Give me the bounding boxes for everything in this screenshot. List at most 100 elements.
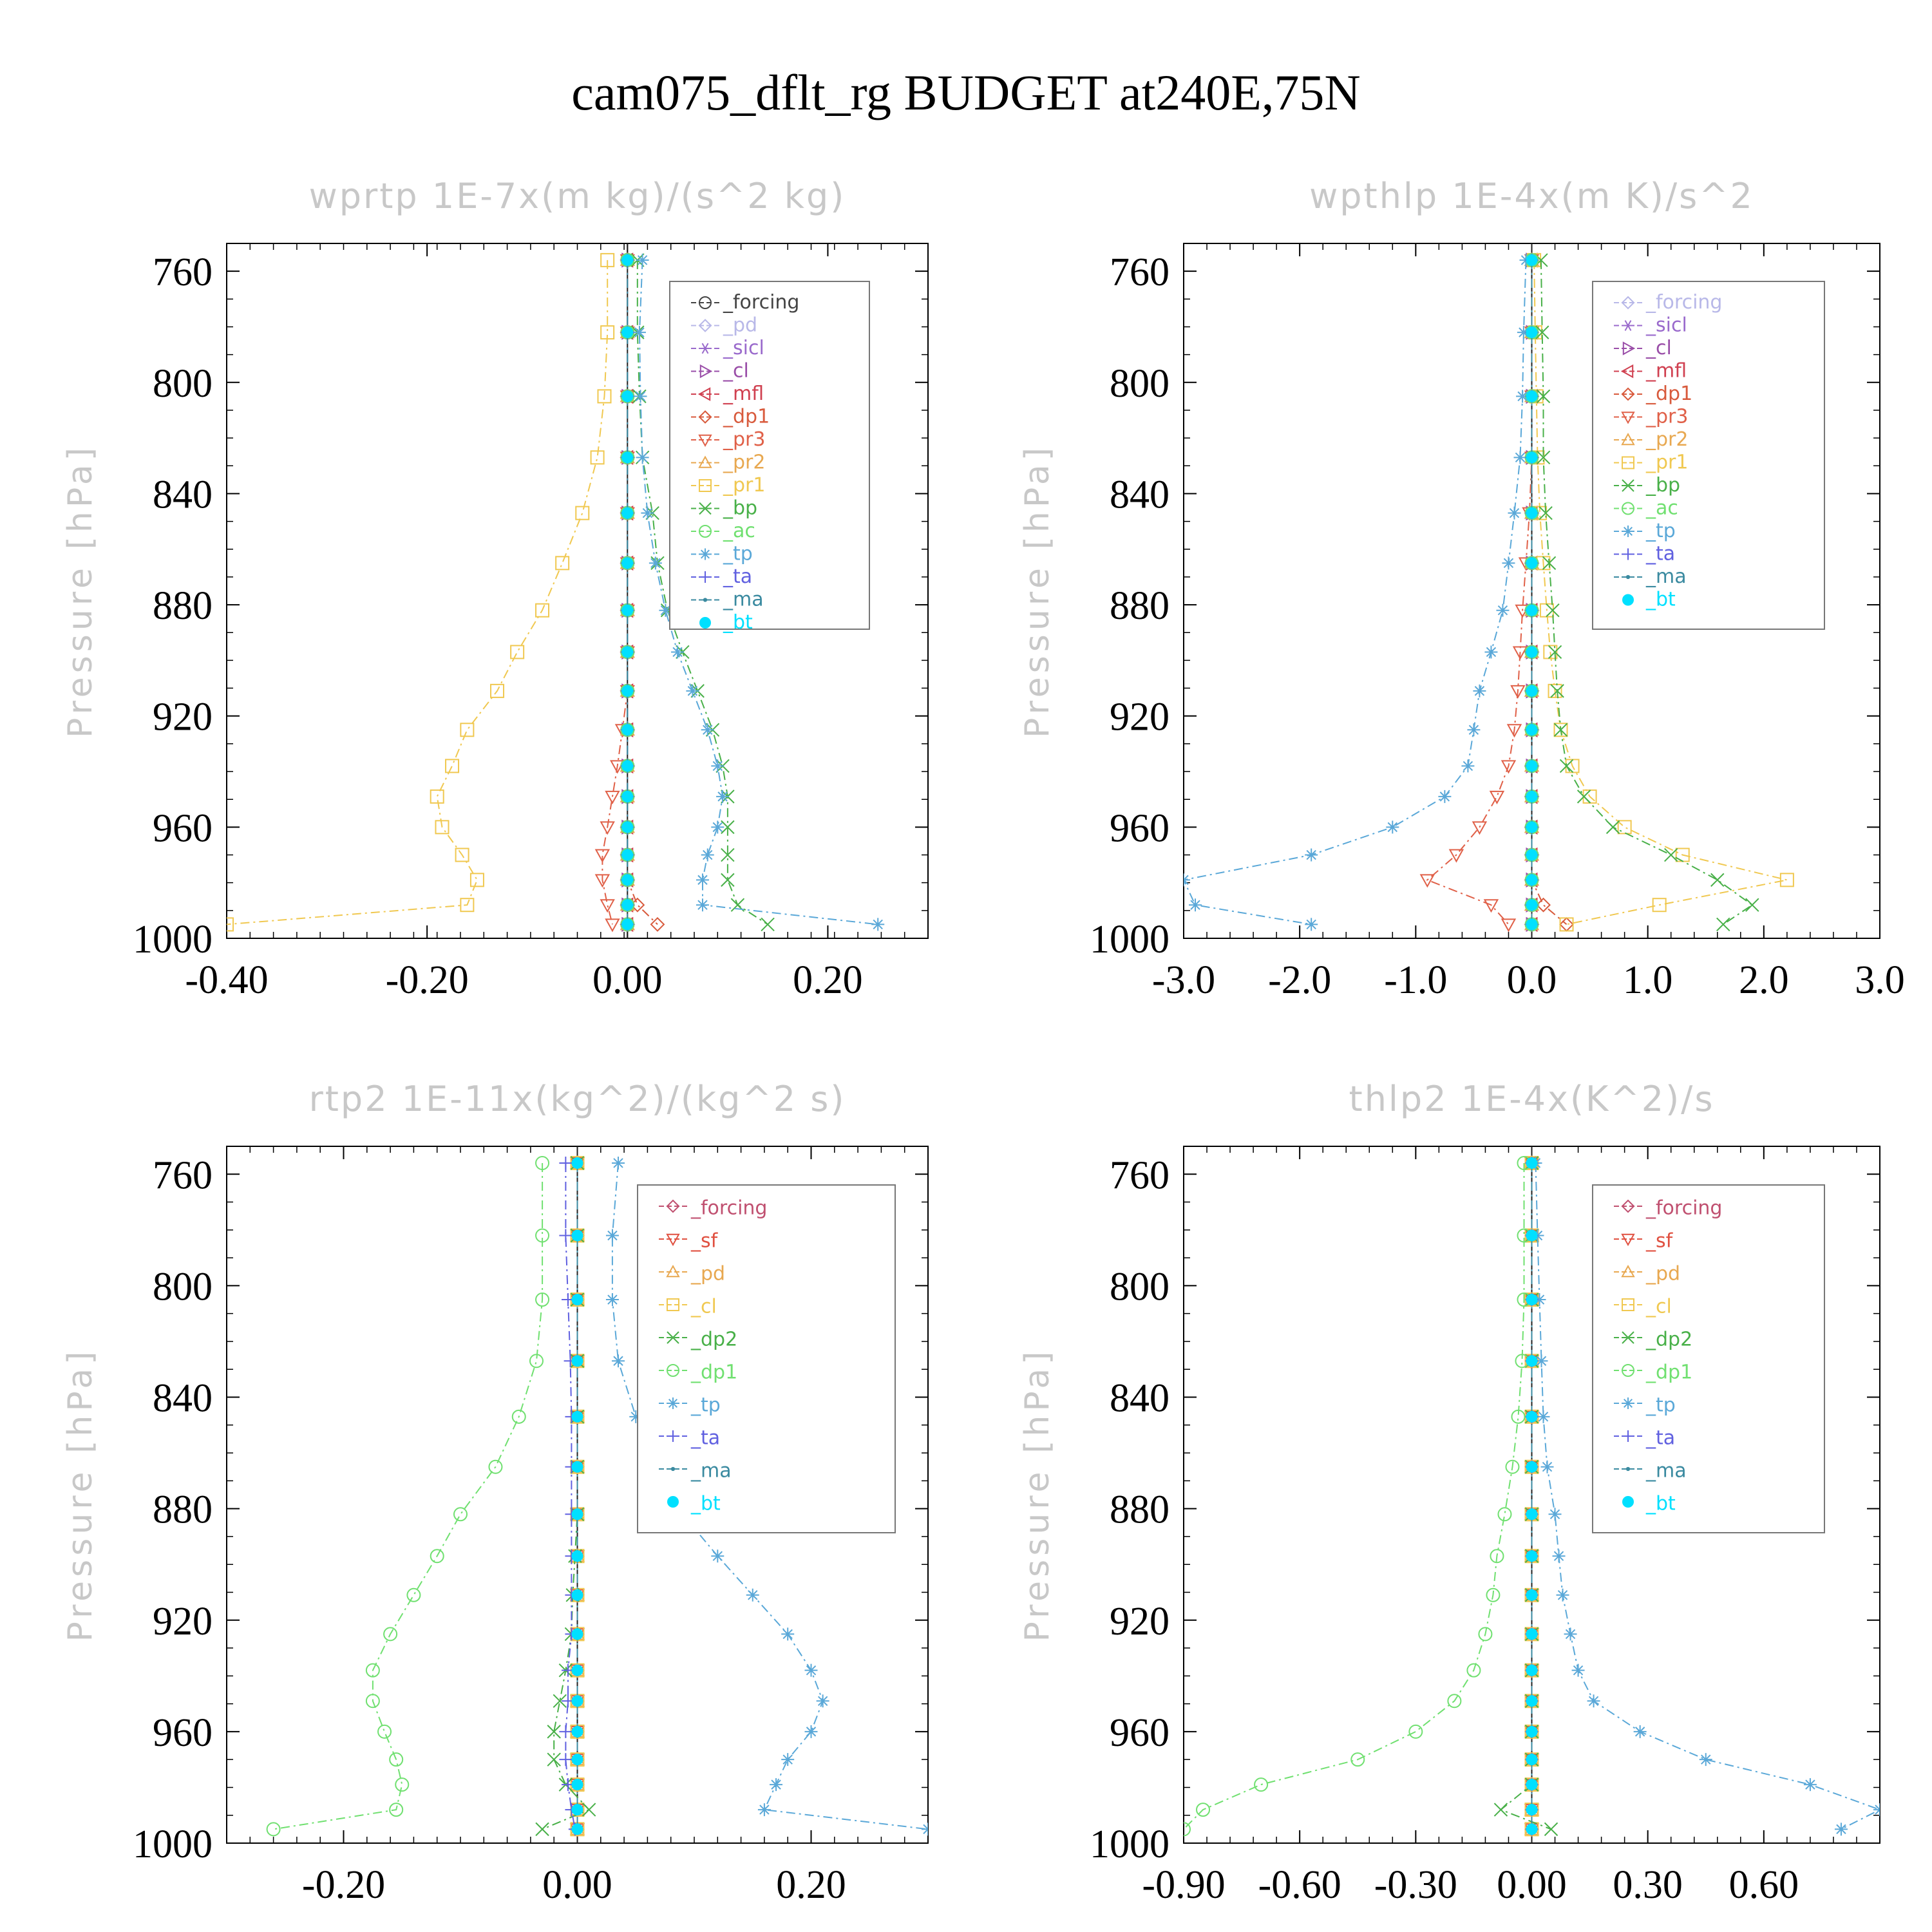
- data-point: [721, 873, 735, 887]
- figure-title: cam075_dflt_rg BUDGET at240E,75N: [571, 64, 1360, 120]
- legend-marker: [699, 502, 712, 515]
- legend-label: _tp: [690, 1394, 721, 1417]
- legend-marker: [699, 479, 712, 492]
- legend-marker: [1622, 341, 1636, 355]
- legend-label: _sf: [690, 1230, 719, 1253]
- data-point: [1526, 604, 1538, 616]
- legend-marker: [667, 1298, 679, 1311]
- legend: _forcing _sf _pd _cl _dp2 _dp1 _tp _ta _ma _bt: [637, 1184, 896, 1533]
- legend-label: _dp1: [690, 1361, 737, 1384]
- data-point: [1571, 1663, 1585, 1677]
- legend-label: _pr3: [1645, 406, 1688, 428]
- data-point: [1540, 1460, 1554, 1473]
- legend-marker: [666, 1233, 680, 1247]
- y-tick-label: 960: [153, 1711, 213, 1755]
- data-point: [621, 390, 634, 402]
- legend-marker: [667, 1397, 679, 1409]
- data-point: [1526, 918, 1538, 931]
- legend-marker: [699, 617, 711, 629]
- legend-label: _pr2: [1645, 428, 1688, 451]
- data-point: [1546, 603, 1560, 618]
- y-tick-label: 840: [153, 1377, 213, 1421]
- data-point: [365, 1663, 380, 1678]
- legend-label: _sicl: [723, 337, 764, 359]
- series-line: [1184, 1163, 1525, 1830]
- y-tick-label: 800: [1110, 362, 1170, 406]
- y-tick-label: 920: [153, 1600, 213, 1643]
- y-tick-label: 840: [1110, 473, 1170, 516]
- data-point: [1511, 1409, 1526, 1424]
- data-point: [1556, 1588, 1569, 1602]
- data-point: [559, 1753, 573, 1766]
- x-tick-label: 0.0: [1507, 958, 1557, 1002]
- data-point: [1559, 759, 1574, 773]
- legend-label: _pr1: [1645, 451, 1688, 474]
- legend-marker: [1621, 296, 1635, 310]
- y-tick-label: 920: [1110, 1600, 1170, 1643]
- x-tick-label: -2.0: [1268, 958, 1331, 1002]
- data-point: [1526, 760, 1538, 772]
- legend-label: _sf: [1645, 1230, 1674, 1253]
- data-point: [1447, 1694, 1462, 1709]
- data-point: [1559, 917, 1574, 932]
- data-point: [721, 848, 735, 862]
- legend-marker: [667, 1430, 679, 1442]
- legend-label: _sicl: [1645, 314, 1687, 337]
- data-point: [1553, 723, 1568, 737]
- data-point: [922, 1823, 928, 1836]
- data-point: [1486, 1587, 1501, 1602]
- legend-marker: [698, 455, 712, 468]
- data-point: [1305, 848, 1318, 862]
- data-point: [1489, 790, 1505, 804]
- data-point: [816, 1694, 829, 1708]
- legend-label: _pd: [690, 1263, 725, 1285]
- data-point: [621, 327, 634, 339]
- data-point: [804, 1725, 818, 1738]
- data-point: [575, 506, 590, 520]
- data-point: [547, 1725, 561, 1739]
- legend-marker: [1622, 1364, 1634, 1377]
- data-point: [1526, 1508, 1538, 1520]
- legend-label: _tp: [723, 543, 753, 565]
- data-point: [621, 724, 634, 736]
- y-tick-label: 880: [1110, 1488, 1170, 1532]
- x-tick-label: 0.20: [776, 1863, 846, 1907]
- data-point: [365, 1694, 380, 1709]
- data-point: [553, 1694, 567, 1708]
- series-line: [273, 1163, 544, 1830]
- data-point: [571, 1461, 583, 1473]
- legend-label: _forcing: [1645, 291, 1722, 314]
- legend-label: _dp2: [1645, 1329, 1692, 1351]
- chart-panel-1: wprtp 1E-7x(m kg)/(s^2 kg) Pressure [hPa]…: [61, 176, 929, 1002]
- legend: _forcing_sicl_cl_mfl_dp1_pr3_pr2_pr1_bp_…: [1592, 281, 1825, 630]
- x-tick-label: 0.60: [1729, 1863, 1799, 1907]
- data-point: [389, 1803, 404, 1817]
- series-line: [1426, 260, 1533, 925]
- legend-marker: [666, 1199, 680, 1213]
- data-point: [1526, 507, 1538, 519]
- data-point: [621, 899, 634, 911]
- legend-marker: [699, 364, 713, 379]
- data-point: [1526, 1294, 1538, 1306]
- data-point: [1526, 327, 1538, 339]
- legend-marker: [699, 525, 712, 538]
- data-point: [621, 685, 634, 697]
- data-point: [621, 451, 634, 464]
- legend-marker: [1622, 1496, 1634, 1508]
- legend-box: [1592, 1184, 1825, 1533]
- data-point: [1472, 821, 1488, 835]
- data-point: [621, 790, 634, 802]
- data-point: [600, 325, 615, 340]
- legend-marker: [698, 410, 712, 424]
- y-tick-label: 920: [153, 696, 213, 739]
- legend-marker: [699, 571, 711, 583]
- legend-label: _ac: [723, 520, 755, 542]
- data-point: [1517, 326, 1530, 339]
- legend-marker: [1622, 1331, 1634, 1344]
- data-point: [1501, 760, 1517, 774]
- data-point: [1663, 848, 1678, 862]
- legend-label: _tp: [1645, 1394, 1676, 1417]
- legend-label: _cl: [723, 360, 749, 383]
- legend-marker: [1625, 1466, 1631, 1472]
